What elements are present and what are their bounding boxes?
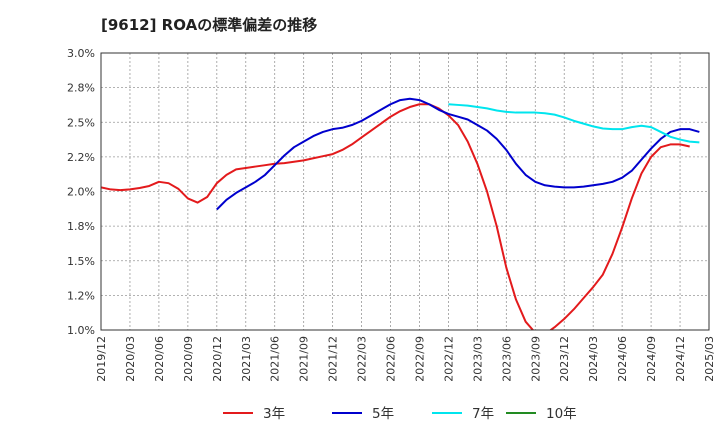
x-tick-label: 2021/03 — [240, 336, 253, 382]
legend-label: 5年 — [372, 406, 394, 422]
grid-lines — [101, 53, 709, 330]
legend-label: 10年 — [546, 406, 577, 422]
x-tick-label: 2024/06 — [616, 336, 629, 382]
legend: 3年 5年 7年 10年 — [223, 406, 577, 422]
x-tick-label: 2020/12 — [211, 336, 224, 382]
x-tick-label: 2023/09 — [529, 336, 542, 382]
x-tick-label: 2022/09 — [413, 336, 426, 382]
chart-title: [9612] ROAの標準偏差の推移 — [101, 16, 318, 34]
legend-label: 3年 — [263, 406, 285, 422]
y-tick-label: 2.0% — [67, 186, 95, 199]
x-tick-label: 2024/03 — [587, 336, 600, 382]
x-tick-label: 2021/06 — [269, 336, 282, 382]
y-tick-label: 1.5% — [67, 255, 95, 268]
x-tick-label: 2021/09 — [298, 336, 311, 382]
x-tick-label: 2020/09 — [182, 336, 195, 382]
y-tick-label: 1.2% — [67, 289, 95, 302]
x-tick-label: 2022/12 — [442, 336, 455, 382]
x-tick-label: 2023/03 — [471, 336, 484, 382]
series-line-3 — [448, 103, 700, 144]
series-line-2 — [216, 97, 700, 211]
y-axis: 1.0% 1.2% 1.5% 1.8% 2.0% 2.2% 2.5% 2.8% 3.0% — [67, 47, 95, 337]
legend-label: 7年 — [472, 406, 494, 422]
x-tick-label: 2020/03 — [124, 336, 137, 382]
x-tick-label: 2024/09 — [645, 336, 658, 382]
y-tick-label: 2.5% — [67, 116, 95, 129]
plot-border — [100, 52, 710, 331]
y-tick-label: 1.8% — [67, 220, 95, 233]
series-layer — [101, 97, 700, 330]
x-tick-label: 2025/03 — [703, 336, 716, 382]
y-tick-label: 1.0% — [67, 324, 95, 337]
x-tick-label: 2019/12 — [95, 336, 108, 382]
x-tick-label: 2020/06 — [153, 336, 166, 382]
x-tick-label: 2021/12 — [327, 336, 340, 382]
x-axis: 2019/12 2020/03 2020/06 2020/09 2020/12 2021/… — [95, 336, 716, 382]
y-tick-label: 2.8% — [67, 82, 95, 95]
series-line-1 — [101, 103, 690, 330]
x-tick-label: 2022/06 — [385, 336, 398, 382]
x-tick-label: 2023/06 — [500, 336, 513, 382]
y-tick-label: 3.0% — [67, 47, 95, 60]
x-tick-label: 2023/12 — [558, 336, 571, 382]
y-tick-label: 2.2% — [67, 151, 95, 164]
x-tick-label: 2022/03 — [356, 336, 369, 382]
x-tick-label: 2024/12 — [674, 336, 687, 382]
